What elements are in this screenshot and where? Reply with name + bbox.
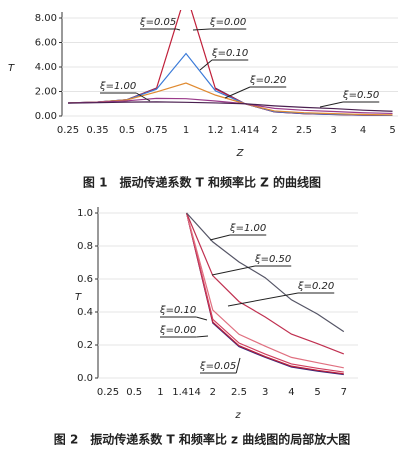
y-tick-label: 0.00 [35, 111, 57, 122]
x-tick-label: 1.414 [172, 387, 201, 398]
x-tick-label: 0.5 [119, 125, 135, 136]
x-tick-label: 5 [314, 387, 320, 398]
x-tick-label: 2.5 [231, 387, 247, 398]
x-axis-label: z [234, 410, 241, 421]
y-tick-label: 8.00 [35, 13, 57, 24]
label-leader [196, 316, 208, 321]
series-line [186, 212, 344, 375]
label-leader [176, 28, 181, 31]
label-leader [135, 92, 151, 102]
label-leader [192, 28, 211, 31]
x-tick-label: 1.2 [208, 125, 224, 136]
x-tick-label: 0.75 [145, 125, 167, 136]
x-tick-label: 1 [157, 387, 163, 398]
caption: 图 2 振动传递系数 T 和频率比 z 曲线图的局部放大图 [54, 432, 350, 447]
label-leader [319, 101, 344, 108]
x-tick-label: 0.25 [57, 125, 79, 136]
x-tick-label: 1 [183, 125, 189, 136]
y-tick-label: 4.00 [35, 62, 57, 73]
y-tick-label: 0.8 [77, 241, 93, 252]
label-leader [209, 234, 231, 241]
series-label: ξ=0.20 [249, 75, 286, 86]
series-line [186, 212, 344, 376]
y-axis-label: T [75, 292, 82, 303]
series-label: ξ=0.05 [199, 361, 236, 372]
series-label: ξ=0.00 [209, 17, 246, 28]
x-tick-label: 2 [210, 387, 216, 398]
x-tick-label: 2.5 [296, 125, 312, 136]
series-label: ξ=0.50 [342, 90, 379, 101]
x-tick-label: 4 [288, 387, 294, 398]
x-tick-label: 1.414 [231, 125, 260, 136]
series-label: ξ=0.20 [297, 281, 334, 292]
series-line [186, 212, 344, 369]
y-tick-label: 1.0 [77, 208, 93, 219]
label-leader [211, 265, 256, 276]
series-label: ξ=0.05 [139, 17, 176, 28]
y-tick-label: 6.00 [35, 38, 57, 49]
series-label: ξ=0.10 [159, 305, 196, 316]
series-label: ξ=0.50 [254, 254, 291, 265]
label-leader [227, 292, 299, 307]
y-tick-label: 0.2 [77, 340, 93, 351]
series-label: ξ=1.00 [229, 223, 266, 234]
y-tick-label: 0.4 [77, 307, 93, 318]
series-line [186, 212, 345, 355]
series-line [186, 212, 345, 333]
y-axis-label: T [8, 63, 15, 74]
x-tick-label: 4 [360, 125, 366, 136]
x-tick-label: 2 [271, 125, 277, 136]
series-line [68, 97, 393, 115]
x-tick-label: 7 [341, 387, 347, 398]
y-tick-label: 0.0 [77, 373, 93, 384]
x-tick-label: 0.5 [126, 387, 142, 398]
y-tick-label: 2.00 [35, 87, 57, 98]
series-line [68, 101, 393, 112]
series-label: ξ=0.10 [211, 48, 248, 59]
plot-area [68, 10, 393, 116]
x-tick-label: 3 [262, 387, 268, 398]
label-leader [199, 59, 213, 71]
series-line [68, 82, 393, 116]
label-leader [235, 357, 241, 374]
x-tick-label: 0.25 [97, 387, 119, 398]
y-tick-label: 0.6 [77, 274, 93, 285]
label-leader [196, 335, 209, 338]
x-tick-label: 0.35 [86, 125, 108, 136]
label-leader [224, 86, 251, 99]
x-axis-label: Z [236, 148, 245, 159]
x-tick-label: 3 [330, 125, 336, 136]
series-line [186, 212, 344, 373]
caption: 图 1 振动传递系数 T 和频率比 Z 的曲线图 [83, 175, 321, 190]
series-label: ξ=1.00 [99, 81, 136, 92]
series-label: ξ=0.00 [159, 325, 196, 336]
x-tick-label: 5 [389, 125, 395, 136]
plot-area [186, 212, 345, 376]
